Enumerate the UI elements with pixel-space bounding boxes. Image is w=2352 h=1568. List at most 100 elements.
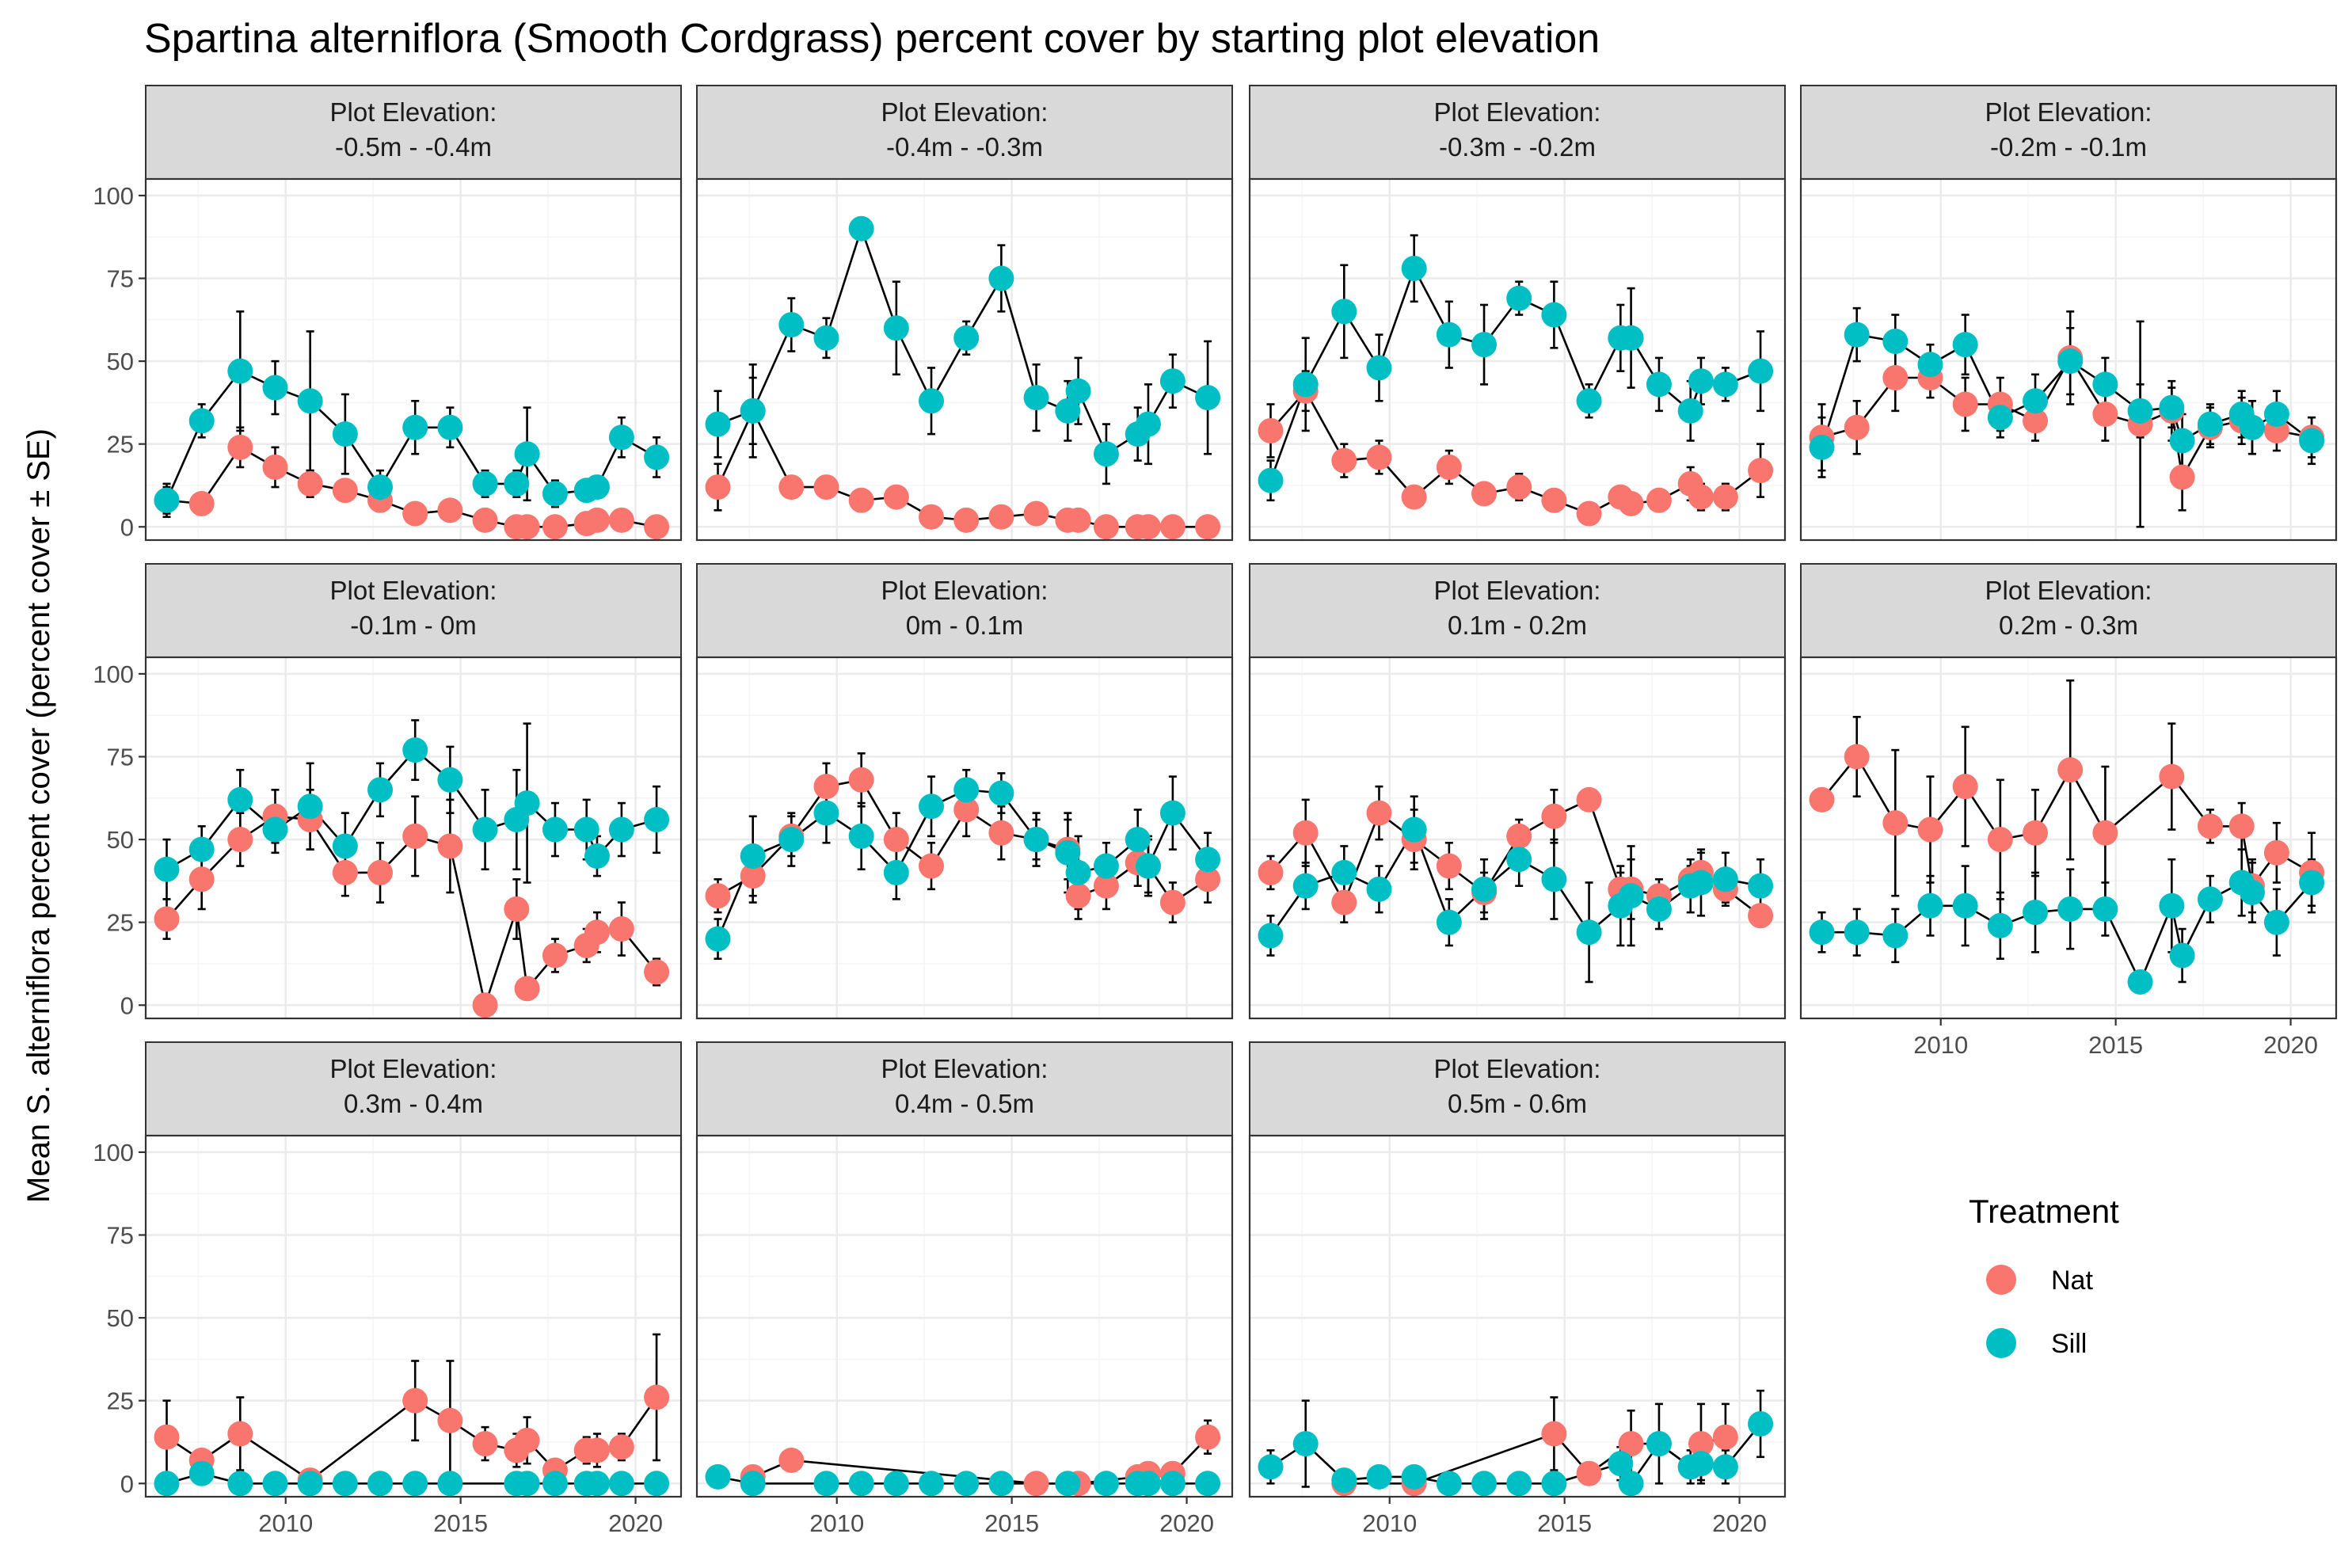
data-point-nat: [2228, 813, 2255, 839]
data-point-nat: [1436, 853, 1462, 879]
data-point-nat: [437, 497, 463, 523]
data-point-sill: [1712, 371, 1738, 398]
x-tick-label: 2010: [1362, 1509, 1417, 1537]
data-point-sill: [227, 786, 253, 813]
facet-strip-label: 0.4m - 0.5m: [895, 1089, 1034, 1118]
data-point-sill: [740, 843, 766, 870]
data-point-sill: [514, 1471, 540, 1497]
y-tick-label: 75: [107, 744, 134, 771]
data-point-nat: [883, 484, 909, 510]
y-tick-label: 50: [107, 826, 134, 854]
panel-background: [697, 1136, 1232, 1497]
facet-strip: [145, 1041, 682, 1136]
data-point-sill: [1471, 1471, 1498, 1497]
data-point-nat: [1159, 889, 1186, 915]
data-point-nat: [740, 863, 766, 889]
panel-background: [1801, 657, 2336, 1018]
y-tick-label: 0: [120, 1470, 134, 1498]
facet-panel: Plot Elevation: 0.4m - 0.5m 2010 2015 2020: [695, 1041, 1234, 1537]
data-point-nat: [1506, 823, 1532, 849]
facet-strip: [1249, 85, 1786, 180]
data-point-sill: [1135, 1471, 1161, 1497]
data-point-nat: [1688, 484, 1714, 510]
data-point-nat: [644, 959, 670, 985]
legend-key-sill: [1986, 1328, 2016, 1358]
data-point-nat: [988, 820, 1014, 846]
data-point-nat: [1844, 414, 1870, 440]
data-point-sill: [542, 816, 568, 843]
data-point-sill: [1688, 1451, 1714, 1477]
data-point-nat: [1023, 500, 1049, 527]
data-point-sill: [437, 767, 463, 793]
data-point-sill: [332, 1471, 358, 1497]
data-point-sill: [1331, 859, 1357, 885]
data-point-nat: [1258, 417, 1284, 443]
facet-panel: Plot Elevation: -0.2m - -0.1m: [1799, 85, 2338, 542]
data-point-sill: [705, 411, 731, 437]
data-point-nat: [437, 833, 463, 859]
data-point-sill: [2169, 428, 2195, 454]
data-point-sill: [1712, 1454, 1738, 1480]
data-point-sill: [883, 859, 909, 885]
data-point-sill: [2299, 428, 2325, 454]
data-point-sill: [953, 325, 980, 351]
x-tick-label: 2015: [433, 1509, 488, 1537]
data-point-sill: [1576, 919, 1602, 946]
data-point-sill: [740, 398, 766, 424]
y-tick-label: 50: [107, 1304, 134, 1332]
data-point-nat: [1195, 1424, 1221, 1450]
data-point-nat: [848, 767, 874, 793]
data-point-sill: [953, 1471, 980, 1497]
x-tick-label: 2010: [1913, 1031, 1968, 1059]
data-point-sill: [1541, 866, 1567, 892]
facet-panel: Plot Elevation: -0.3m - -0.2m: [1248, 85, 1787, 542]
data-point-sill: [1987, 912, 2013, 938]
data-point-sill: [1987, 405, 2013, 431]
data-point-nat: [1331, 889, 1357, 915]
data-point-sill: [1023, 385, 1049, 411]
facet-strip-label: 0.5m - 0.6m: [1448, 1089, 1587, 1118]
data-point-nat: [705, 883, 731, 909]
data-point-nat: [1135, 514, 1161, 540]
data-point-sill: [1093, 853, 1119, 879]
data-point-sill: [1093, 1471, 1119, 1497]
data-point-nat: [848, 487, 874, 513]
data-point-sill: [848, 215, 874, 242]
data-point-nat: [919, 853, 945, 879]
legend: Treatment Nat Sill: [1969, 1193, 2119, 1359]
y-axis-label: Mean S. alterniflora percent cover (perc…: [21, 428, 56, 1203]
data-point-sill: [2239, 414, 2265, 440]
data-point-sill: [367, 474, 394, 500]
data-point-sill: [1159, 800, 1186, 826]
data-point-nat: [1576, 500, 1602, 527]
facet-strip-label: 0.2m - 0.3m: [1999, 611, 2138, 640]
data-point-sill: [1331, 1467, 1357, 1494]
data-point-sill: [188, 408, 215, 434]
data-point-sill: [573, 816, 599, 843]
legend-key-nat: [1986, 1265, 2016, 1295]
data-point-sill: [1618, 1471, 1644, 1497]
data-point-sill: [1436, 1471, 1462, 1497]
data-point-nat: [644, 1384, 670, 1410]
data-point-sill: [2263, 402, 2289, 428]
data-point-nat: [188, 866, 215, 892]
data-point-sill: [1917, 892, 1943, 919]
data-point-nat: [188, 490, 215, 516]
data-point-sill: [1844, 322, 1870, 348]
facet-strip-label: -0.2m - -0.1m: [1990, 132, 2147, 162]
facet-strip: [1249, 563, 1786, 658]
data-point-sill: [1471, 876, 1498, 902]
data-point-sill: [2239, 880, 2265, 906]
data-point-nat: [1809, 786, 1835, 813]
facet-panel: Plot Elevation: 0.2m - 0.3m 2010 2015 2020: [1799, 563, 2338, 1059]
data-point-sill: [332, 421, 358, 447]
data-point-sill: [1023, 827, 1049, 853]
panel-border: [144, 177, 683, 542]
data-point-nat: [1576, 786, 1602, 813]
data-point-sill: [2127, 398, 2153, 424]
data-point-nat: [2023, 820, 2049, 846]
data-point-nat: [514, 976, 540, 1002]
data-point-sill: [1135, 411, 1161, 437]
panel-border: [144, 1134, 683, 1498]
y-tick-label: 50: [107, 348, 134, 375]
